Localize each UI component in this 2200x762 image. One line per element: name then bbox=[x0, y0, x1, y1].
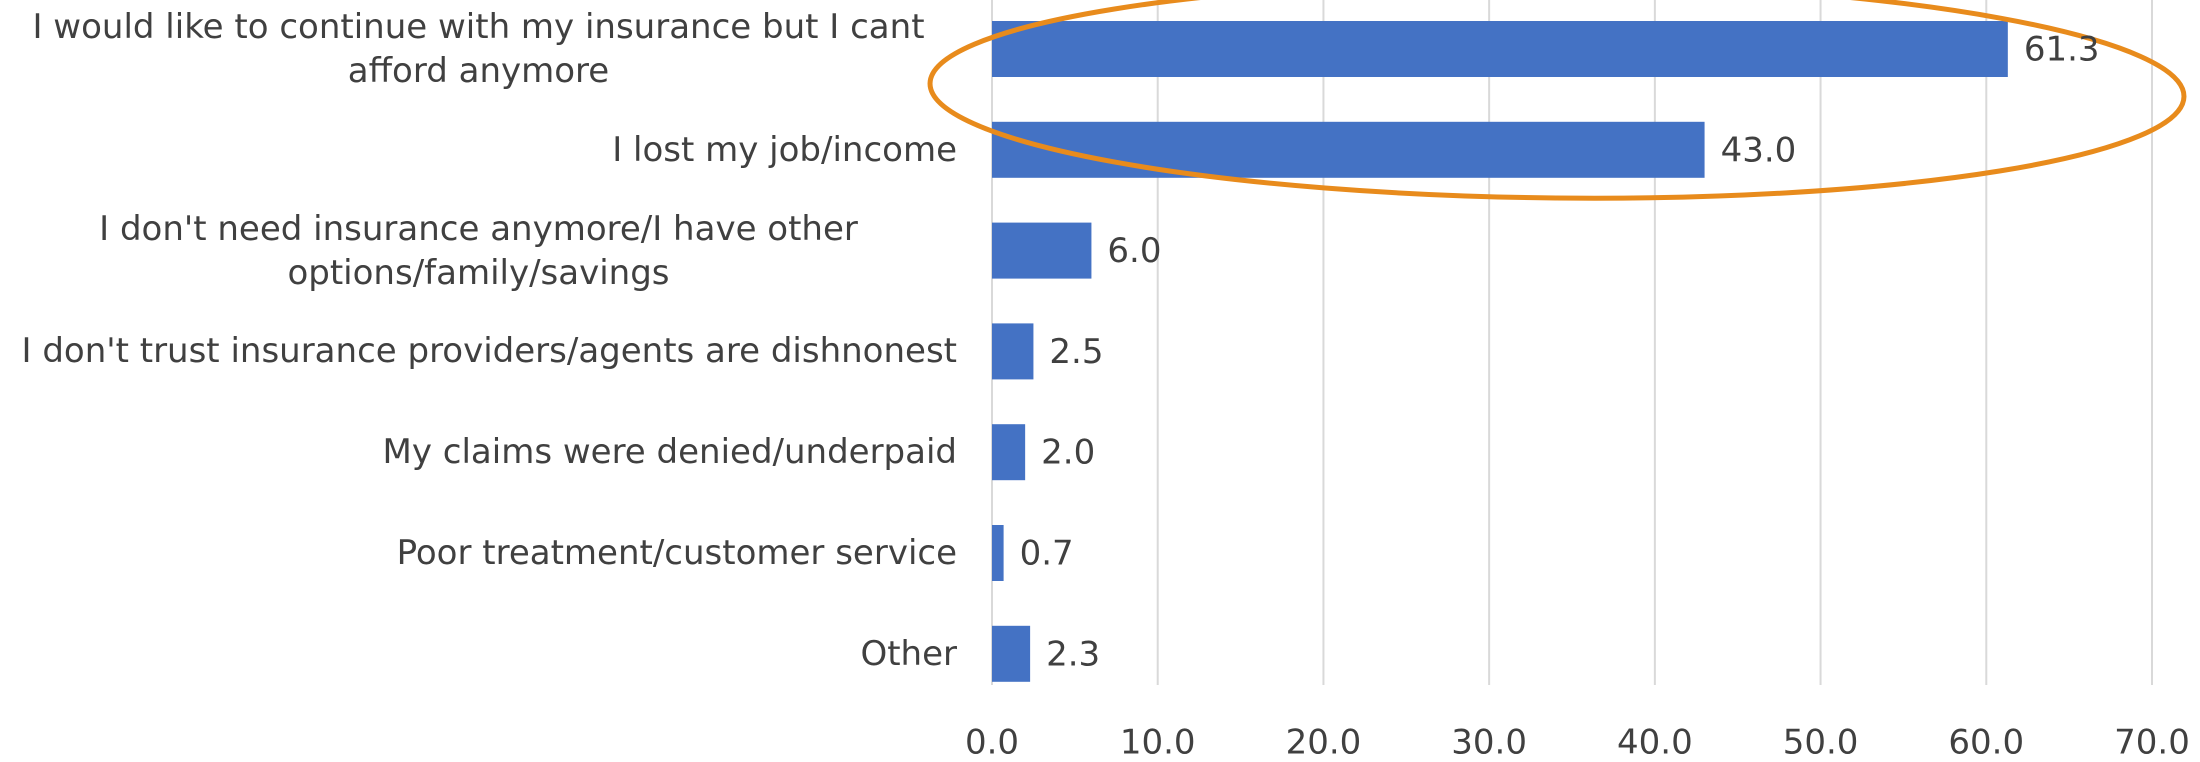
bar bbox=[992, 222, 1092, 279]
bar bbox=[992, 121, 1705, 178]
category-label: I would like to continue with my insuran… bbox=[32, 7, 925, 91]
value-label: 61.3 bbox=[2024, 30, 2100, 70]
x-tick-label: 10.0 bbox=[1120, 723, 1196, 762]
category-label: Poor treatment/customer service bbox=[396, 533, 957, 573]
bar bbox=[992, 424, 1026, 481]
category-label: My claims were denied/underpaid bbox=[382, 432, 957, 473]
value-label: 2.5 bbox=[1049, 332, 1103, 372]
category-label: I lost my job/income bbox=[612, 129, 957, 170]
bar bbox=[992, 625, 1031, 682]
value-label: 43.0 bbox=[1721, 130, 1797, 170]
value-label: 0.7 bbox=[1020, 534, 1074, 574]
value-label: 2.3 bbox=[1046, 634, 1100, 674]
highlight-ellipse bbox=[927, 0, 2187, 201]
x-tick-label: 60.0 bbox=[1948, 723, 2024, 762]
value-label: 6.0 bbox=[1107, 231, 1161, 271]
value-label: 2.0 bbox=[1041, 433, 1095, 473]
x-tick-label: 0.0 bbox=[965, 723, 1019, 762]
bar bbox=[992, 525, 1004, 581]
bar bbox=[992, 21, 2008, 77]
category-label: Other bbox=[860, 633, 957, 674]
x-tick-label: 20.0 bbox=[1286, 723, 1362, 762]
x-tick-label: 40.0 bbox=[1617, 723, 1693, 762]
x-tick-label: 70.0 bbox=[2114, 723, 2190, 762]
bar bbox=[992, 323, 1034, 380]
x-tick-label: 50.0 bbox=[1783, 723, 1859, 762]
category-label: I don't trust insurance providers/agents… bbox=[21, 331, 957, 372]
category-label: I don't need insurance anymore/I have ot… bbox=[99, 208, 858, 293]
x-tick-label: 30.0 bbox=[1451, 723, 1527, 762]
